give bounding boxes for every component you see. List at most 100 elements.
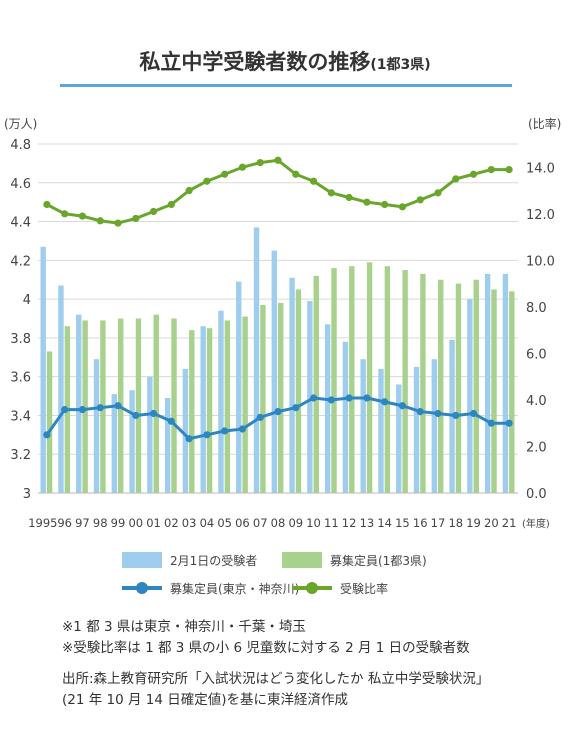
x-tick-label: 15 [395,516,410,530]
x-tick-label: 17 [431,516,446,530]
x-tick-label: 04 [200,516,215,530]
point-capacity-tokyo-kanagawa [61,406,69,414]
point-ratio [221,170,229,178]
point-capacity-tokyo-kanagawa [274,407,282,416]
bar-capacity-1to3 [135,318,142,493]
point-capacity-tokyo-kanagawa [78,406,87,414]
bar-applicants [236,281,242,493]
chart-title: 私立中学受験者数の推移(1都3県) [0,46,570,76]
legend-label: 募集定員(東京・神奈川) [170,581,299,596]
point-capacity-tokyo-kanagawa [452,411,460,420]
y-right-tick-label: 10.0 [526,254,555,269]
bar-capacity-1to3 [206,328,213,493]
point-capacity-tokyo-kanagawa [487,419,495,427]
x-tick-label: 12 [342,516,357,530]
point-capacity-tokyo-kanagawa [149,409,158,418]
x-tick-label: 96 [57,516,72,530]
bar-capacity-1to3 [171,318,177,493]
x-tick-label: 16 [413,516,428,530]
x-tick-label: 05 [217,516,232,530]
legend-label: 受験比率 [340,581,388,596]
bar-capacity-1to3 [366,262,373,493]
x-tick-label: 98 [93,516,108,530]
bar-applicants [218,310,224,493]
point-capacity-tokyo-kanagawa [132,411,140,420]
point-capacity-tokyo-kanagawa [398,402,407,410]
bar-capacity-1to3 [384,266,391,493]
point-ratio [452,175,460,183]
bar-capacity-1to3 [295,289,302,493]
bar-applicants [413,366,420,493]
y-left-tick-label: 4.4 [10,216,31,231]
y-right-tick-label: 0.0 [526,487,547,502]
point-capacity-tokyo-kanagawa [203,431,211,439]
point-capacity-tokyo-kanagawa [363,394,371,402]
bar-capacity-1to3 [260,304,266,493]
point-ratio [469,170,478,178]
y-left-tick-label: 3.4 [10,409,31,424]
y-left-tick-label: 4 [23,293,31,308]
x-tick-label: 97 [75,516,90,530]
x-tick-label: 19 [466,516,481,530]
bar-applicants [289,277,295,493]
x-tick-label: 07 [253,516,268,530]
bar-capacity-1to3 [331,268,337,493]
point-ratio [96,217,104,225]
bar-applicants [342,341,349,493]
bar-capacity-1to3 [224,320,231,493]
bar-applicants [431,359,437,493]
note-2: ※受験比率は 1 都 3 県の小 6 児童数に対する 2 月 1 日の受験者数 [62,640,470,656]
bar-applicants [502,273,509,493]
legend-swatch-marker [306,582,318,594]
x-tick-label: 10 [306,516,321,530]
point-ratio [61,210,69,218]
bar-capacity-1to3 [491,289,497,493]
point-ratio [256,159,264,167]
point-ratio [416,196,424,204]
bar-applicants [396,384,402,493]
point-capacity-tokyo-kanagawa [345,394,353,402]
y-left-tick-label: 3.6 [10,371,31,386]
point-capacity-tokyo-kanagawa [416,407,424,416]
x-tick-label: 99 [111,516,126,530]
legend-label: 募集定員(1都3県) [330,553,427,568]
point-ratio [487,165,495,174]
y-left-tick-label: 3.2 [10,448,31,463]
bar-applicants [271,250,277,493]
point-capacity-tokyo-kanagawa [238,425,247,433]
point-capacity-tokyo-kanagawa [114,402,122,410]
bar-capacity-1to3 [473,279,479,493]
chart-title-sub: (1都3県) [370,57,431,73]
bar-applicants [182,368,189,493]
point-ratio [363,198,371,206]
bar-applicants [360,359,366,493]
point-ratio [274,156,282,164]
x-tick-label: 14 [377,516,392,530]
legend-swatch [122,552,162,568]
notes-block: ※1 都 3 県は東京・神奈川・千葉・埼玉 ※受験比率は 1 都 3 県の小 6… [62,617,489,711]
point-ratio [149,207,158,216]
bar-applicants [40,246,46,493]
x-tick-label: 00 [128,516,143,530]
bar-applicants [129,390,135,493]
bar-capacity-1to3 [509,291,515,493]
title-underline [60,84,512,87]
point-ratio [43,200,51,209]
x-tick-label: 01 [146,516,161,530]
legend-swatch-marker [136,582,148,594]
bar-applicants [324,324,331,493]
source-line-2: (21 年 10 月 14 日確定値)を基に東洋経済作成 [62,692,349,708]
point-ratio [203,177,211,185]
y-right-tick-label: 6.0 [526,347,547,362]
y-right-tick-label: 12.0 [526,208,555,223]
point-capacity-tokyo-kanagawa [96,404,104,412]
point-ratio [132,214,140,223]
point-capacity-tokyo-kanagawa [434,409,442,418]
x-tick-label: 08 [271,516,286,530]
y-left-unit-label: (万人) [4,117,37,131]
bar-applicants [307,301,313,493]
chart-title-main: 私立中学受験者数の推移 [139,50,371,74]
bar-capacity-1to3 [313,275,319,493]
x-tick-label: 06 [235,516,250,530]
bar-capacity-1to3 [153,314,159,493]
